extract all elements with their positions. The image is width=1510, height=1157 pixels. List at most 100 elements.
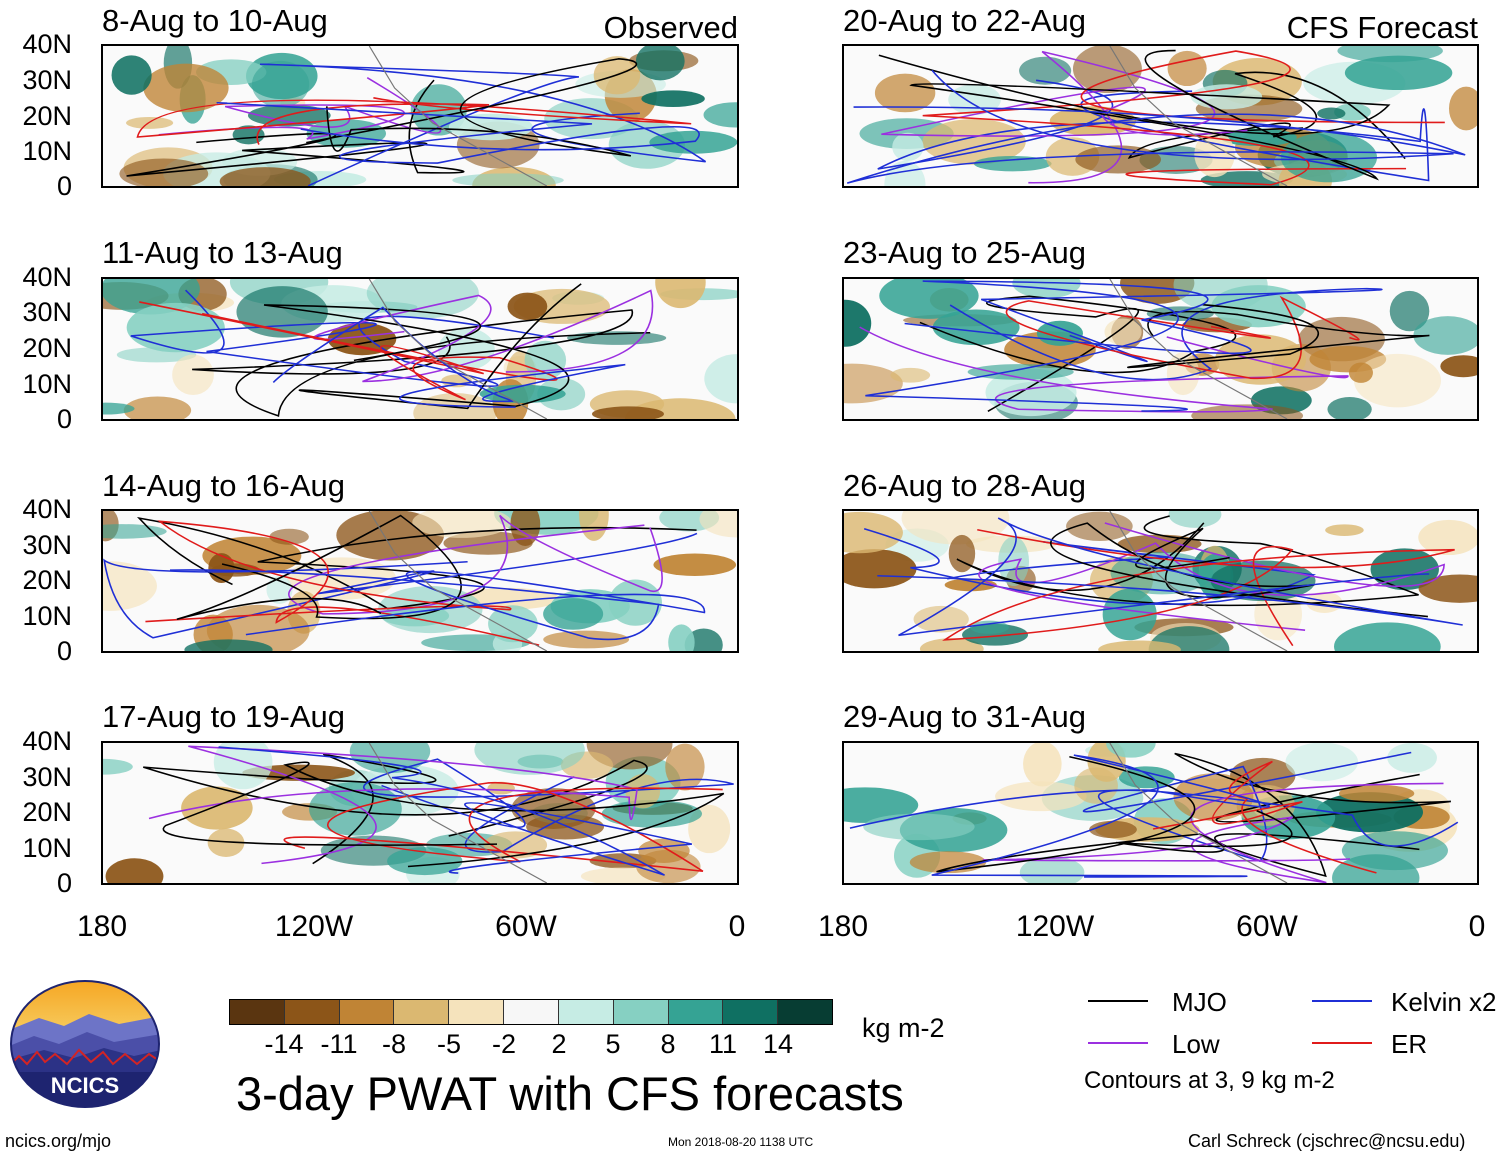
map-panel	[842, 44, 1479, 188]
footer-credit: Carl Schreck (cjschrec@ncsu.edu)	[1188, 1131, 1466, 1151]
wave-contour	[859, 326, 1349, 413]
anomaly-blob	[890, 367, 931, 383]
wave-contour	[288, 514, 663, 615]
lat-tick: 30N	[22, 762, 72, 792]
anomaly-blob	[1168, 511, 1222, 528]
wave-contour	[283, 781, 723, 873]
anomaly-blob	[699, 511, 737, 538]
lat-tick: 0	[56, 868, 72, 898]
lat-tick: 20N	[22, 797, 72, 827]
panel-title: 8-Aug to 10-Aug	[102, 3, 328, 38]
anomaly-blob	[1089, 820, 1137, 839]
anomaly-field	[103, 511, 737, 651]
anomaly-blob	[601, 799, 703, 828]
map-panel	[842, 277, 1479, 421]
colorbar-swatch	[778, 1000, 832, 1024]
anomaly-blob	[1117, 534, 1202, 554]
colorbar-swatch	[284, 1000, 340, 1024]
anomaly-blob	[635, 46, 685, 81]
anomaly-blob	[111, 55, 152, 95]
colorbar-label: 11	[708, 1029, 738, 1059]
wave-contour	[143, 753, 648, 865]
colorbar-swatch	[394, 1000, 450, 1024]
anomaly-blob	[863, 813, 975, 841]
main-title: 3-day PWAT with CFS forecasts	[236, 1067, 904, 1120]
legend-label-mjo: MJO	[1172, 987, 1227, 1017]
wave-contour	[922, 50, 1445, 186]
coastline	[1109, 46, 1288, 186]
anomaly-blob	[668, 624, 695, 651]
colorbar-swatch	[558, 1000, 614, 1024]
lat-tick: 20N	[22, 565, 72, 595]
wave-contour	[956, 515, 1419, 607]
legend-line-er	[1312, 1042, 1372, 1044]
footer-timestamp: Mon 2018-08-20 1138 UTC	[668, 1135, 814, 1149]
anomaly-blob	[507, 292, 548, 321]
coastline	[368, 511, 548, 651]
wave-contour	[936, 755, 1293, 873]
anomaly-blob	[126, 302, 225, 353]
lat-tick: 20N	[22, 333, 72, 363]
anomaly-blob	[1440, 355, 1477, 378]
lat-tick: 40N	[22, 494, 72, 524]
anomaly-blob	[1353, 353, 1442, 408]
wave-contour	[877, 517, 1463, 637]
wave-contour	[1152, 760, 1377, 874]
anomaly-blob	[474, 743, 585, 775]
anomaly-blob	[366, 279, 479, 319]
colorbar-label: 8	[660, 1029, 676, 1059]
anomaly-blob	[985, 368, 1077, 417]
anomaly-blob	[1344, 55, 1453, 91]
wave-contour	[272, 306, 626, 408]
anomaly-blob	[1418, 574, 1477, 603]
lat-tick: 30N	[22, 530, 72, 560]
wave-contour	[846, 69, 1466, 184]
anomaly-blob	[655, 279, 706, 309]
wave-contour	[176, 514, 462, 620]
wave-contour	[1127, 71, 1406, 160]
colorbar	[229, 999, 833, 1025]
anomaly-blob	[143, 63, 229, 113]
lon-tick: 180	[76, 910, 128, 943]
wave-contour	[263, 283, 582, 410]
wave-contour	[863, 528, 1317, 606]
lat-tick: 0	[56, 404, 72, 434]
legend-label-er: ER	[1391, 1029, 1428, 1059]
anomaly-blob	[874, 73, 936, 113]
anomaly-blob	[1387, 743, 1437, 773]
map-panel	[842, 509, 1479, 653]
anomaly-blob	[219, 167, 311, 186]
anomaly-blob	[487, 781, 515, 795]
map-panel	[101, 741, 739, 885]
anomaly-blob	[892, 132, 924, 162]
lon-tick: 180	[817, 910, 869, 943]
wave-contour	[216, 101, 700, 164]
panel-title: 23-Aug to 25-Aug	[843, 235, 1087, 270]
colorbar-label: 2	[551, 1029, 567, 1059]
anomaly-blob	[998, 536, 1030, 587]
wave-contour	[919, 295, 1237, 412]
anomaly-blob	[1066, 511, 1133, 541]
anomaly-blob	[181, 786, 253, 830]
wave-contour	[103, 532, 698, 639]
panel-title: 26-Aug to 28-Aug	[843, 468, 1087, 503]
anomaly-blob	[1337, 46, 1443, 63]
legend-line-mjo	[1088, 1000, 1148, 1002]
anomaly-blob	[636, 849, 701, 883]
coastline	[1109, 511, 1288, 651]
anomaly-blob	[973, 155, 1052, 172]
wave-contour	[1050, 522, 1428, 618]
wave-contour	[313, 289, 654, 383]
legend-label-kelvin: Kelvin x2	[1391, 987, 1497, 1017]
anomaly-field	[103, 279, 737, 419]
logo-text: NCICS	[51, 1073, 119, 1098]
anomaly-blob	[844, 363, 903, 404]
map-panel	[101, 277, 739, 421]
panel-title: 20-Aug to 22-Aug	[843, 3, 1087, 38]
colorbar-label: -14	[264, 1029, 304, 1059]
lat-tick: 0	[56, 171, 72, 201]
anomaly-blob	[1098, 640, 1181, 651]
colorbar-label: -11	[320, 1029, 358, 1059]
lon-tick: 0	[728, 910, 746, 943]
anomaly-blob	[884, 160, 926, 186]
